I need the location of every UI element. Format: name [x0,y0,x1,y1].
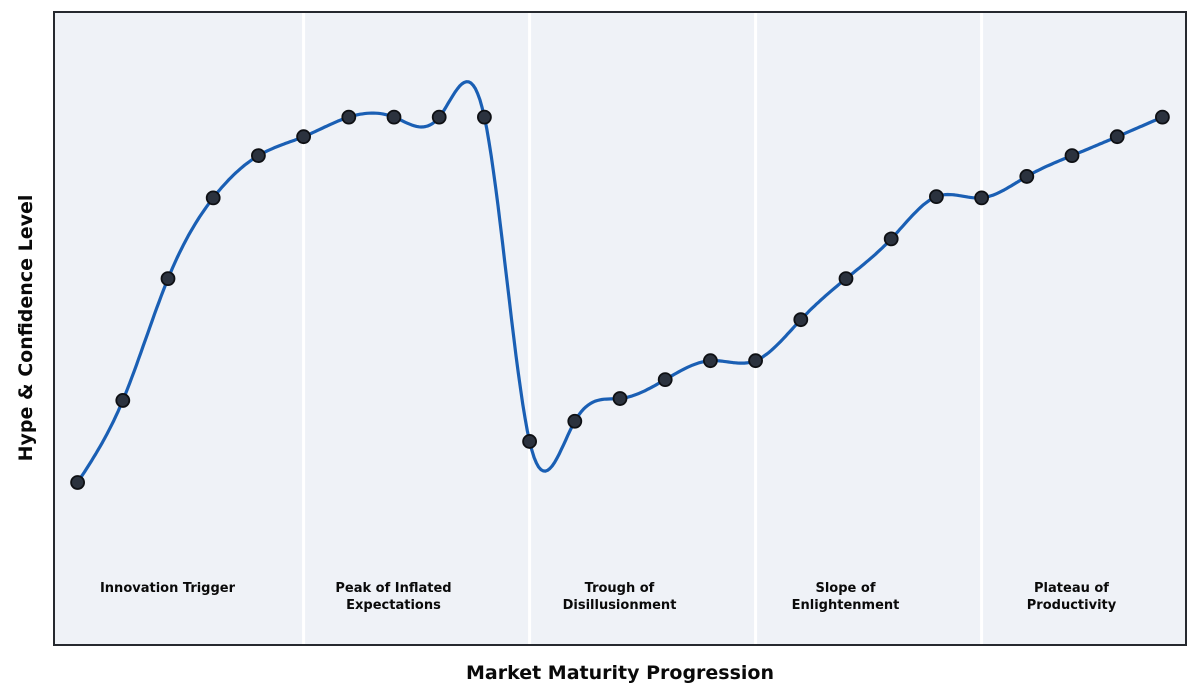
data-point-1 [114,392,130,408]
data-point-24 [1154,109,1170,125]
data-point-21 [1018,168,1034,184]
data-point-8 [431,109,447,125]
data-point-0 [69,474,85,490]
x-axis-label: Market Maturity Progression [465,662,775,684]
y-axis-label: Hype & Confidence Level [15,194,37,462]
data-point-5 [295,128,311,144]
data-point-14 [702,352,718,368]
data-point-23 [1109,128,1125,144]
data-point-19 [928,188,944,204]
hype-cycle-chart-canvas [69,12,1170,644]
data-point-7 [386,109,401,125]
data-point-17 [838,270,853,286]
plot-area: Innovation Trigger Peak of Inflated Expec… [52,10,1187,646]
data-point-15 [747,352,763,368]
data-point-6 [340,109,356,125]
data-point-12 [612,390,627,406]
data-point-13 [657,371,673,387]
hype-curve [75,79,1164,484]
data-point-4 [250,147,266,163]
phase-label-trough-of-disillusionment: Trough of Disillusionment [562,580,677,613]
data-point-22 [1064,147,1079,163]
data-point-20 [973,189,989,205]
data-point-11 [566,413,582,429]
phase-label-innovation-trigger: Innovation Trigger [99,580,236,596]
data-point-2 [160,270,175,286]
data-point-16 [792,311,808,327]
phase-label-slope-of-enlightenment: Slope of Enlightenment [791,580,900,613]
data-point-10 [521,433,537,449]
data-point-3 [205,189,221,205]
data-point-9 [476,109,492,125]
phase-label-plateau-of-productivity: Plateau of Productivity [1026,580,1117,613]
data-point-18 [883,230,899,246]
phase-label-peak-of-inflated-expectations: Peak of Inflated Expectations [335,580,452,613]
